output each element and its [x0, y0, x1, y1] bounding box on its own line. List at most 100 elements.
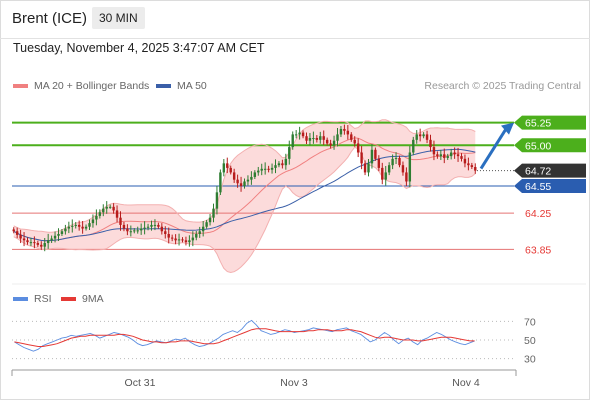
candle-body [329, 143, 332, 146]
candle-body [184, 240, 188, 243]
candle-body [460, 156, 463, 159]
candle-body [198, 231, 201, 234]
candle-body [26, 240, 29, 243]
timeframe-badge[interactable]: 30 MIN [92, 7, 145, 29]
candle-body [346, 130, 350, 135]
candle-body [353, 139, 356, 144]
candle-body [229, 167, 232, 173]
candle-body [133, 230, 136, 232]
candle-body [91, 219, 95, 224]
candle-body [377, 158, 381, 168]
candle-body [250, 176, 253, 180]
current-price-label: 64.72 [525, 166, 551, 178]
candle-body [474, 166, 477, 171]
candle-body [274, 165, 277, 168]
candle-body [453, 152, 456, 155]
legend-rsi-label: RSI [34, 293, 52, 305]
bollinger-lower-line [13, 146, 476, 274]
candle-body [356, 143, 360, 153]
current-price-tag [514, 163, 586, 178]
candle-body [384, 172, 387, 180]
candle-body [236, 179, 239, 184]
candle-body [422, 134, 425, 137]
rsi-line [14, 319, 475, 352]
candle-body [15, 231, 19, 235]
candle-body [243, 181, 246, 186]
candle-body [12, 229, 15, 232]
candle-body [253, 172, 257, 177]
candle-body [222, 163, 226, 173]
candle-body [115, 210, 119, 218]
candle-body [436, 154, 439, 157]
candle-body [74, 224, 77, 226]
candle-body [305, 136, 308, 141]
x-tick-label-2: Nov 4 [452, 377, 480, 389]
candle-body [381, 167, 384, 180]
level-label-2: 64.55 [525, 181, 551, 193]
candle-body [95, 215, 98, 220]
candle-body [312, 138, 315, 140]
legend-rsi-ma: 9MA [61, 293, 104, 305]
x-tick-label-0: Oct 31 [125, 377, 156, 389]
candle-body [246, 179, 250, 182]
candle-body [46, 240, 50, 244]
candle-body [219, 172, 222, 193]
candle-body [360, 152, 363, 164]
candle-body [467, 163, 470, 166]
candle-body [363, 163, 367, 173]
candle-body [449, 152, 453, 157]
legend-bollinger-label: MA 20 + Bollinger Bands [34, 80, 150, 92]
candle-body [212, 208, 215, 218]
candle-body [232, 172, 236, 180]
candle-body [19, 234, 22, 239]
candle-body [374, 149, 377, 159]
candle-body [322, 136, 325, 140]
candle-body [136, 230, 139, 232]
candle-body [53, 235, 57, 239]
candle-body [405, 172, 408, 182]
level-tag-2 [514, 179, 586, 193]
candle-body [367, 163, 370, 173]
candle-body [119, 217, 122, 225]
candle-body [205, 222, 208, 227]
candle-body [208, 217, 212, 223]
candle-body [425, 134, 429, 140]
candle-body [57, 233, 60, 236]
candle-body [77, 224, 81, 227]
candle-body [270, 167, 274, 170]
candle-body [394, 157, 398, 159]
ma50-line [13, 148, 476, 242]
rsi-ma-swatch-icon [61, 297, 76, 301]
candle-body [391, 158, 394, 166]
candle-body [181, 239, 184, 241]
forecast-arrow-icon [501, 122, 514, 135]
candle-body [143, 227, 146, 229]
level-label-4: 63.85 [525, 244, 551, 256]
candle-body [439, 154, 443, 157]
candle-body [470, 165, 474, 167]
candle-body [122, 224, 126, 229]
forecast-arrow-line [479, 128, 508, 170]
candle-body [339, 128, 343, 135]
candle-body [418, 134, 422, 137]
candle-body [257, 170, 260, 173]
header-bar: Brent (ICE) 30 MIN [0, 0, 590, 39]
candle-body [277, 163, 281, 166]
candle-body [129, 231, 133, 233]
candle-body [432, 147, 436, 155]
candle-body [301, 132, 305, 137]
candle-body [160, 226, 164, 232]
candle-body [126, 228, 129, 232]
candle-body [415, 134, 418, 140]
candle-body [33, 242, 36, 244]
legend-rsi-ma-label: 9MA [82, 293, 104, 305]
candle-body [226, 163, 229, 168]
candle-body [412, 139, 415, 153]
candle-body [315, 138, 319, 140]
candle-body [429, 139, 432, 148]
candle-body [105, 206, 108, 209]
legend-rsi: RSI [13, 293, 52, 305]
legend-ma50: MA 50 [156, 80, 207, 92]
candle-body [177, 239, 181, 241]
